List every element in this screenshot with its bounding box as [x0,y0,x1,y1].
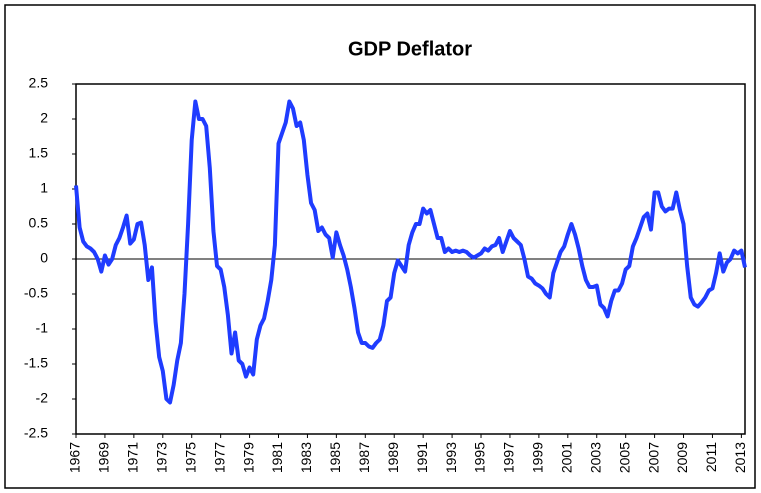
x-tick-label: 1989 [385,442,401,473]
x-tick-label: 1999 [530,442,546,473]
x-tick-label: 1981 [269,442,285,473]
x-tick-label: 1995 [472,442,488,473]
y-tick-label: -0.5 [24,285,48,301]
x-tick-label: 1977 [211,442,227,473]
y-tick-label: 2.5 [29,75,49,91]
x-tick-label: 1991 [414,442,430,473]
x-tick-label: 1985 [327,442,343,473]
x-tick-label: 1997 [501,442,517,473]
x-tick-label: 1979 [240,442,256,473]
x-tick-label: 2009 [674,442,690,473]
x-tick-label: 1993 [443,442,459,473]
y-tick-label: 0 [40,250,48,266]
y-tick-label: -1.5 [24,355,48,371]
x-tick-label: 2003 [587,442,603,473]
y-tick-label: -1 [36,320,49,336]
x-tick-label: 2001 [559,442,575,473]
x-tick-label: 2011 [703,442,719,472]
data-line [74,99,747,405]
x-tick-label: 1969 [96,442,112,473]
y-tick-label: 2 [40,110,48,126]
x-tick-label: 1975 [182,442,198,473]
y-tick-label: -2.5 [24,425,48,441]
y-tick-label: 1 [40,180,48,196]
y-tick-label: -2 [36,390,49,406]
chart-title: GDP Deflator [348,38,472,60]
y-tick-label: 0.5 [29,215,49,231]
x-tick-label: 2013 [732,442,748,473]
x-tick-label: 1983 [298,442,314,473]
x-tick-label: 2005 [616,442,632,473]
x-tick-label: 1987 [356,442,372,473]
x-tick-label: 1967 [67,442,83,473]
chart-border [4,4,756,489]
x-tick-label: 1973 [153,442,169,473]
y-tick-label: 1.5 [29,145,49,161]
x-tick-label: 2007 [645,442,661,473]
x-tick-label: 1971 [125,442,141,473]
